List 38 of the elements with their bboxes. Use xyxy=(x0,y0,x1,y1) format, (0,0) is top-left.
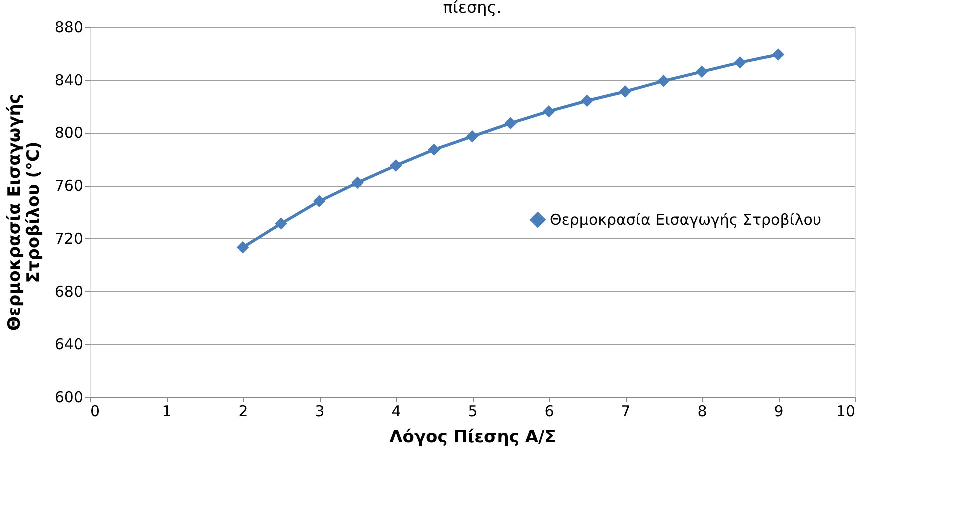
y-tick-label: 880 xyxy=(54,18,84,36)
x-tick-label: 4 xyxy=(392,402,402,420)
x-tick-label: 2 xyxy=(238,402,248,420)
point xyxy=(619,86,632,98)
point xyxy=(466,130,479,143)
point xyxy=(313,195,326,208)
point xyxy=(428,144,440,156)
y-tick-label: 640 xyxy=(54,336,84,354)
point xyxy=(504,117,517,130)
y-tick-label: 680 xyxy=(54,282,84,301)
point xyxy=(772,48,785,61)
x-tick-label: 8 xyxy=(698,402,708,420)
x-tick-label: 5 xyxy=(468,402,478,420)
point xyxy=(390,160,402,172)
x-tick-label: 0 xyxy=(90,402,100,420)
point xyxy=(696,66,708,78)
point xyxy=(352,176,364,190)
x-tick-label: 10 xyxy=(836,402,856,420)
point xyxy=(581,94,594,108)
point xyxy=(275,218,288,230)
point xyxy=(658,75,670,88)
legend-label: Θερμοκρασία Εισαγωγής Στροβίλου xyxy=(550,211,822,229)
x-tick-label: 7 xyxy=(621,402,631,420)
y-axis-title: Θερμοκρασία Εισαγωγής Στροβίλου (°C) xyxy=(4,94,44,331)
y-tick-label: 600 xyxy=(54,388,84,406)
x-tick-label: 1 xyxy=(162,402,172,420)
x-tick-label: 9 xyxy=(774,402,784,420)
point xyxy=(734,56,746,69)
y-tick-label: 800 xyxy=(54,124,84,142)
chart-title: πίεσης. xyxy=(443,0,502,17)
y-tick-label: 840 xyxy=(54,71,84,90)
x-axis-title: Λόγος Πίεσης Α/Σ xyxy=(390,428,556,448)
point xyxy=(236,242,250,254)
y-tick-label: 720 xyxy=(54,230,84,248)
point xyxy=(542,105,556,118)
x-tick-label: 3 xyxy=(315,402,325,420)
y-tick-label: 760 xyxy=(54,177,84,196)
x-tick-label: 6 xyxy=(544,402,554,420)
